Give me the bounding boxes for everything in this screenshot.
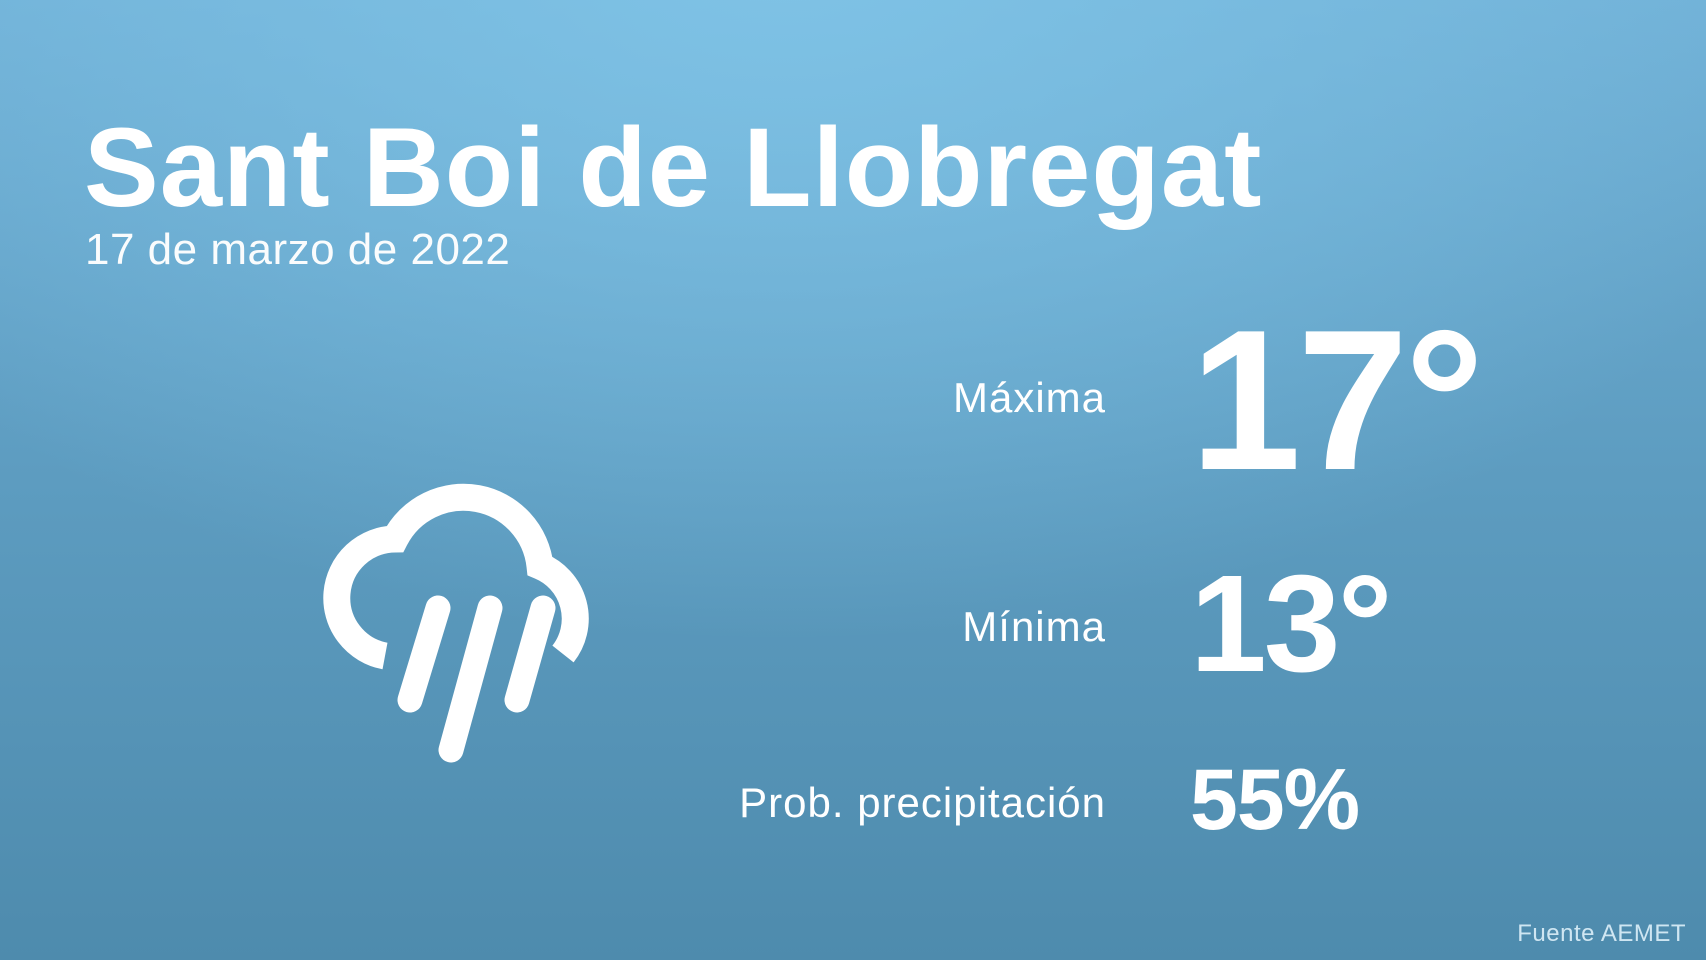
location-title: Sant Boi de Llobregat: [84, 105, 1263, 230]
source-credit: Fuente AEMET: [1517, 920, 1686, 947]
rain-drop: [397, 595, 451, 713]
max-temp-value: 17°: [1190, 289, 1484, 512]
max-temp-label: Máxima: [952, 374, 1106, 421]
precip-prob-label: Prob. precipitación: [739, 779, 1106, 826]
precip-prob-value: 55%: [1190, 752, 1360, 848]
forecast-date: 17 de marzo de 2022: [85, 225, 511, 274]
min-temp-label: Mínima: [962, 603, 1106, 650]
cloud-outline: [323, 483, 589, 670]
rain-drop: [438, 595, 503, 763]
rain-drop: [504, 595, 556, 713]
min-temp-value: 13°: [1190, 547, 1393, 701]
